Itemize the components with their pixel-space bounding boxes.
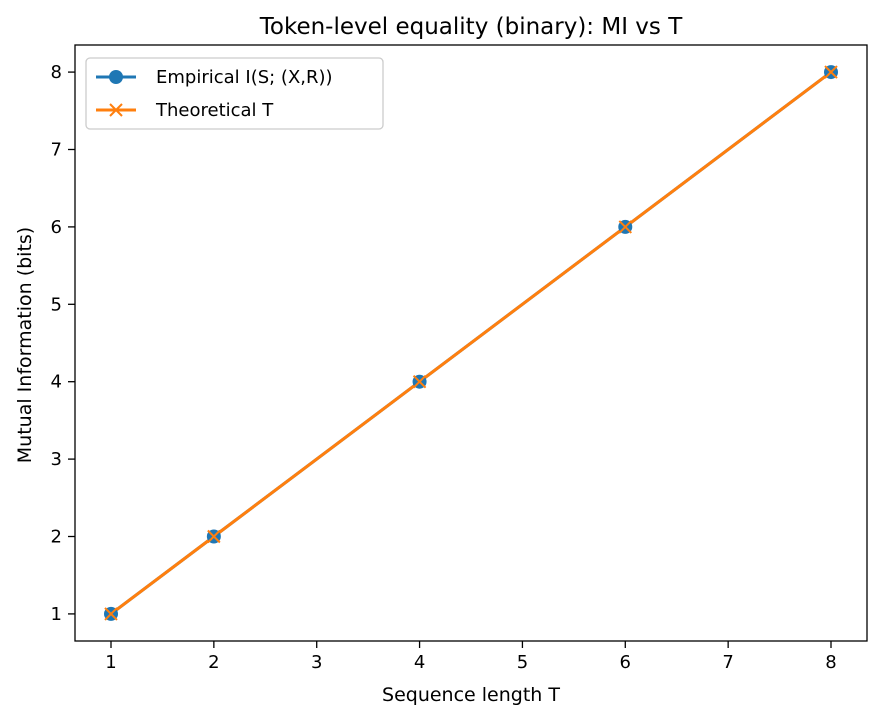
y-tick-label-3: 3 (51, 449, 62, 470)
y-tick-label-7: 7 (51, 139, 62, 160)
x-tick-label-5: 5 (517, 652, 528, 673)
series-2-point-2 (207, 529, 221, 544)
legend: Empirical I(S; (X,R)) Theoretical T (85, 57, 384, 130)
legend-label-2: Theoretical T (155, 100, 274, 121)
x-tick-label-2: 2 (208, 652, 219, 673)
x-tick-label-7: 7 (722, 652, 733, 673)
series-2-point-3 (412, 374, 427, 389)
x-tick-label-1: 1 (105, 652, 116, 673)
y-tick-label-1: 1 (51, 604, 62, 625)
series-2-point-1 (104, 607, 118, 621)
legend-swatch-marker-1 (109, 70, 123, 84)
y-tick-label-6: 6 (51, 217, 62, 238)
legend-swatch-marker-2 (109, 103, 123, 117)
axes-frame (74, 44, 868, 642)
legend-box (85, 57, 384, 130)
plot-area: 1 2 3 4 5 6 7 8 1 2 3 4 5 6 7 8 (51, 44, 868, 673)
x-axis-label: Sequence length T (382, 684, 560, 706)
y-tick-label-5: 5 (51, 294, 62, 315)
series-2-point-4 (618, 220, 632, 234)
y-tick-label-8: 8 (51, 62, 62, 83)
y-tick-label-2: 2 (51, 527, 62, 548)
chart-title: Token-level equality (binary): MI vs T (259, 14, 683, 40)
x-tick-label-6: 6 (620, 652, 631, 673)
legend-label-1: Empirical I(S; (X,R)) (156, 67, 333, 88)
x-tick-label-8: 8 (825, 652, 836, 673)
x-tick-label-3: 3 (311, 652, 322, 673)
y-axis-label: Mutual Information (bits) (14, 227, 36, 463)
series-2-point-5 (824, 65, 838, 79)
y-tick-label-4: 4 (51, 372, 62, 393)
x-tick-label-4: 4 (414, 652, 425, 673)
